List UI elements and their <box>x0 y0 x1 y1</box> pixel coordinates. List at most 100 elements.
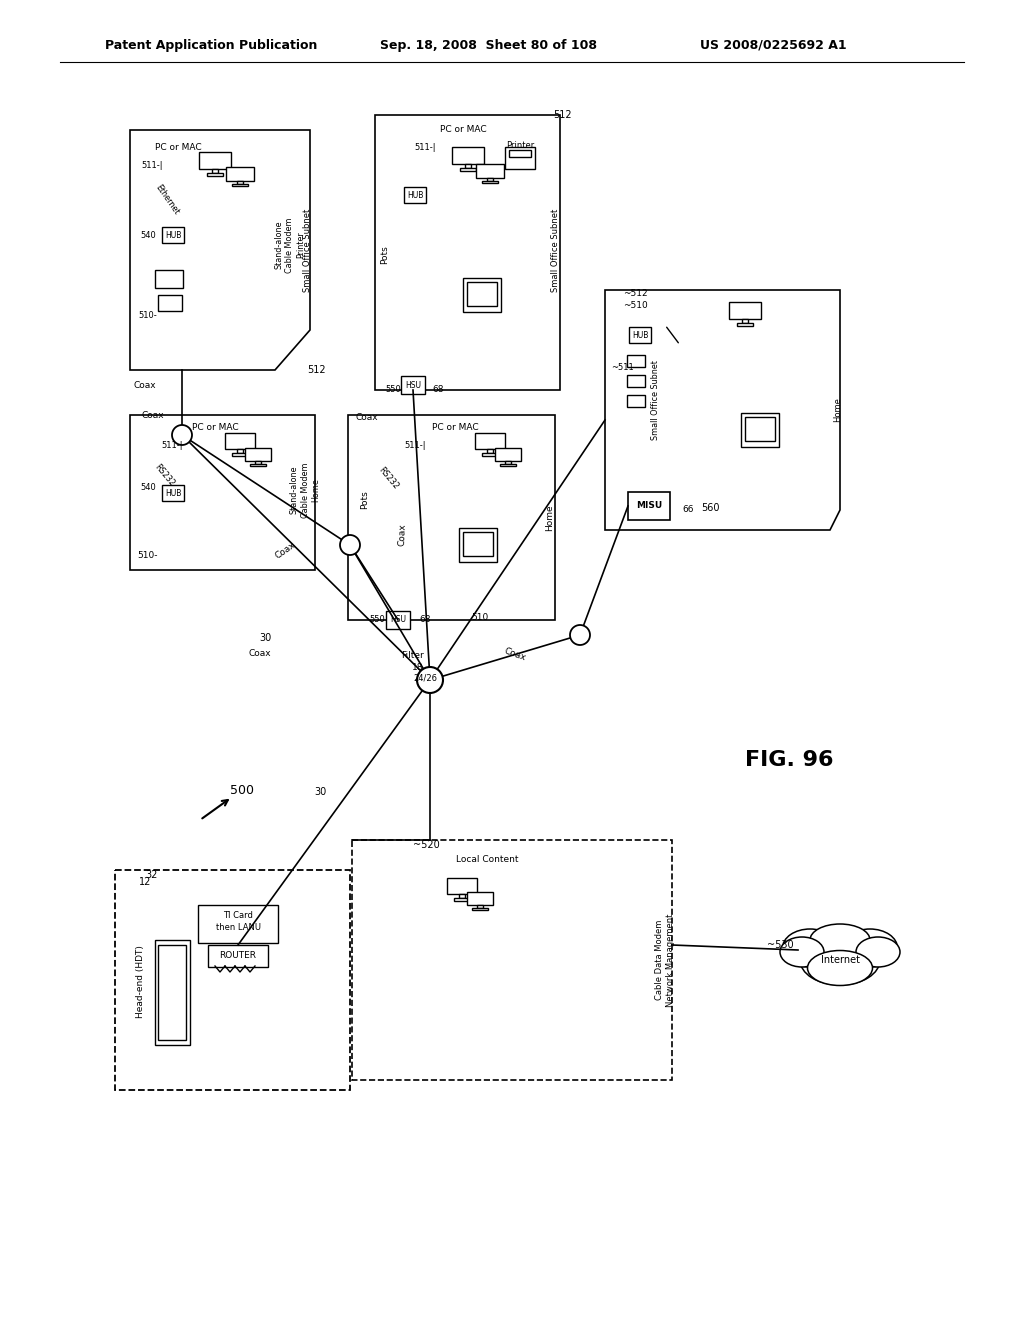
Text: 510: 510 <box>471 614 488 623</box>
Bar <box>404 187 426 203</box>
Bar <box>509 150 531 157</box>
Bar <box>505 461 511 465</box>
Bar <box>472 908 488 909</box>
Ellipse shape <box>843 929 897 968</box>
Text: 511-|: 511-| <box>161 441 183 450</box>
Text: 12: 12 <box>139 876 152 887</box>
Bar <box>454 898 470 902</box>
Bar <box>232 453 248 455</box>
Text: Patent Application Publication: Patent Application Publication <box>105 38 317 51</box>
Text: ROUTER: ROUTER <box>219 952 256 961</box>
Bar <box>467 892 493 906</box>
Bar <box>475 433 505 449</box>
Text: Small Office Subnet: Small Office Subnet <box>302 209 311 292</box>
Text: Cable Data Modem
Network Management: Cable Data Modem Network Management <box>655 913 675 1007</box>
Text: PC or MAC: PC or MAC <box>432 424 478 433</box>
Bar <box>232 183 248 186</box>
Bar <box>627 355 645 367</box>
Bar <box>255 461 261 465</box>
Bar <box>627 375 645 387</box>
Text: 30: 30 <box>259 634 271 643</box>
Text: Coax: Coax <box>133 380 156 389</box>
Text: Small Office Subnet: Small Office Subnet <box>650 360 659 440</box>
Bar <box>401 376 425 393</box>
Bar <box>225 433 255 449</box>
Text: HUB: HUB <box>165 231 181 239</box>
Ellipse shape <box>810 924 870 956</box>
Text: ~511: ~511 <box>610 363 634 372</box>
Text: Stand-alone
Cable Modem
Home: Stand-alone Cable Modem Home <box>290 462 321 517</box>
Bar <box>629 327 651 343</box>
Text: HUB: HUB <box>165 488 181 498</box>
Text: ~520: ~520 <box>413 840 439 850</box>
Text: Coax: Coax <box>142 411 165 420</box>
Text: 540: 540 <box>140 231 156 239</box>
Text: 512: 512 <box>553 110 571 120</box>
Text: 560: 560 <box>700 503 719 513</box>
Text: Small Office Subnet: Small Office Subnet <box>551 209 559 292</box>
Bar <box>505 147 535 169</box>
Bar <box>447 878 477 894</box>
Polygon shape <box>130 414 315 570</box>
Text: Pots: Pots <box>381 246 389 264</box>
Text: Coax: Coax <box>355 413 378 422</box>
Text: Local Content: Local Content <box>456 855 518 865</box>
Bar <box>745 417 775 441</box>
Text: US 2008/0225692 A1: US 2008/0225692 A1 <box>700 38 847 51</box>
Bar <box>487 449 493 453</box>
Polygon shape <box>375 115 560 389</box>
Text: 68: 68 <box>432 385 443 395</box>
Text: Coax: Coax <box>249 648 271 657</box>
Bar <box>207 173 223 176</box>
Text: ~530: ~530 <box>767 940 794 950</box>
Text: ~512: ~512 <box>623 289 647 297</box>
Text: Home: Home <box>834 397 843 422</box>
Bar <box>477 906 483 908</box>
Bar <box>742 319 748 323</box>
Bar <box>495 447 521 461</box>
Ellipse shape <box>808 950 872 986</box>
Bar <box>463 279 501 312</box>
Ellipse shape <box>782 929 838 968</box>
Text: Ethernet: Ethernet <box>154 183 180 216</box>
Text: 30: 30 <box>314 787 326 797</box>
Text: PC or MAC: PC or MAC <box>439 125 486 135</box>
Bar <box>155 940 190 1045</box>
Text: 66: 66 <box>682 506 693 515</box>
Bar <box>198 906 278 942</box>
Bar <box>460 168 476 172</box>
Text: Head-end (HDT): Head-end (HDT) <box>135 945 144 1019</box>
Bar <box>452 147 484 164</box>
Bar <box>212 169 218 173</box>
Circle shape <box>340 535 360 554</box>
Text: 18: 18 <box>413 664 424 672</box>
Text: Home: Home <box>546 504 555 532</box>
Bar <box>467 282 497 306</box>
Text: Pots: Pots <box>360 491 370 510</box>
Bar <box>199 152 231 169</box>
Circle shape <box>172 425 193 445</box>
Text: RS232: RS232 <box>376 465 399 491</box>
Text: HUB: HUB <box>407 190 423 199</box>
Text: Coax: Coax <box>273 540 297 560</box>
Text: TI Card: TI Card <box>223 912 253 920</box>
Bar <box>628 492 670 520</box>
Text: PC or MAC: PC or MAC <box>155 144 202 153</box>
Circle shape <box>570 624 590 645</box>
Bar <box>459 528 497 562</box>
Text: Coax: Coax <box>503 647 527 663</box>
Text: 510-: 510- <box>138 310 158 319</box>
Bar <box>500 465 516 466</box>
Text: 540: 540 <box>140 483 156 492</box>
Text: 511-|: 511-| <box>414 144 436 153</box>
Bar <box>482 181 498 183</box>
Text: 500: 500 <box>230 784 254 796</box>
Text: ~510: ~510 <box>623 301 647 310</box>
Polygon shape <box>348 414 555 620</box>
Text: 550: 550 <box>369 615 385 624</box>
Text: HSU: HSU <box>406 380 421 389</box>
Bar <box>245 447 271 461</box>
Text: 32: 32 <box>145 870 158 880</box>
Bar <box>208 945 268 968</box>
Polygon shape <box>605 290 840 531</box>
